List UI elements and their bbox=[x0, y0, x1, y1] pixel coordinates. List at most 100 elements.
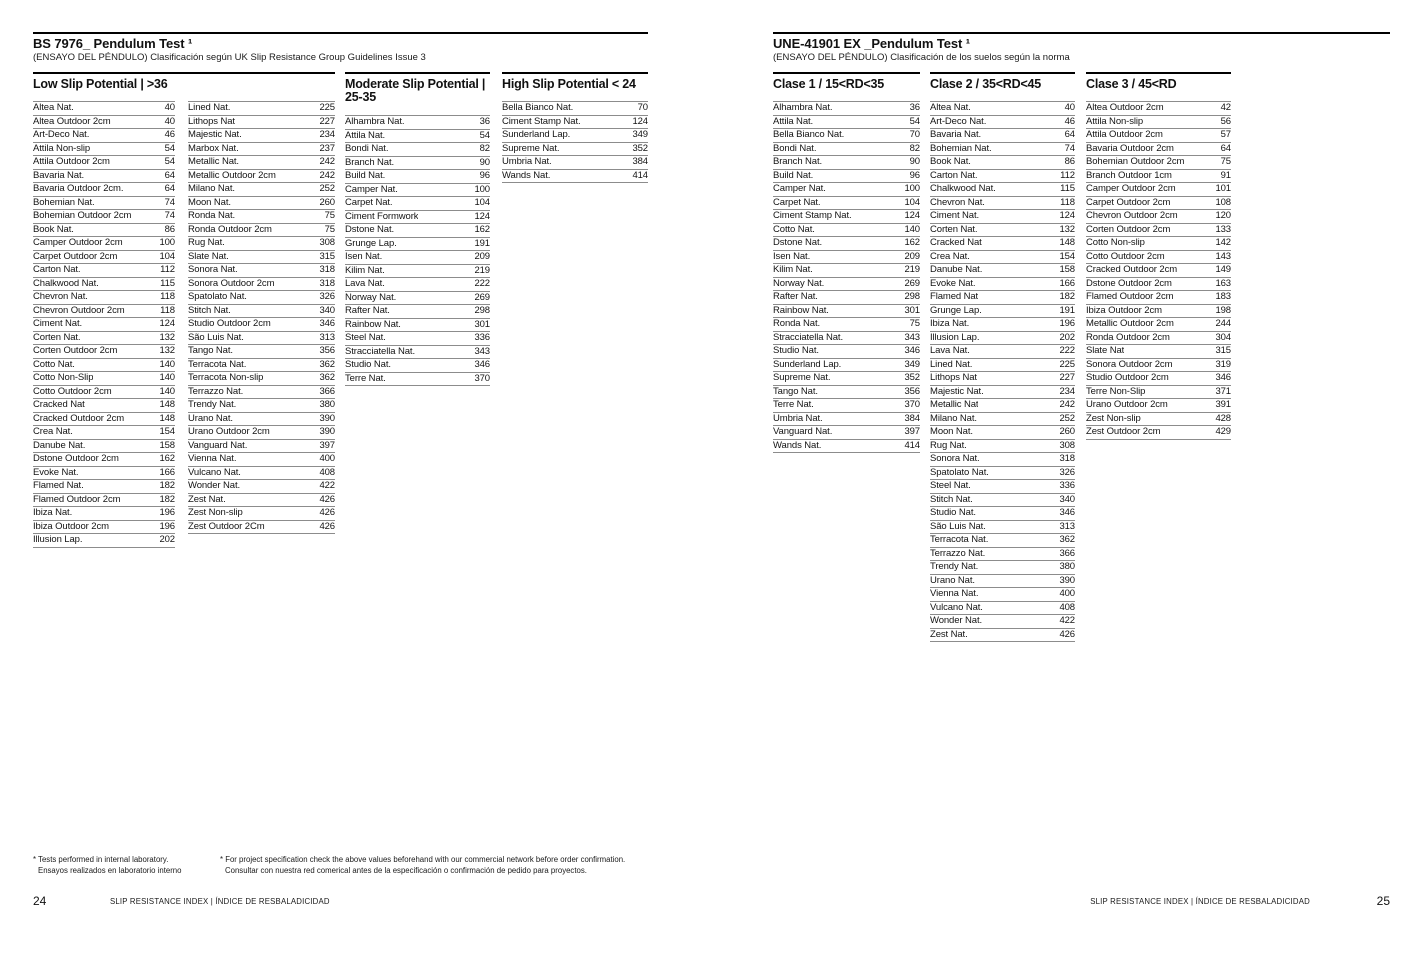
product-name: Vienna Nat. bbox=[930, 589, 979, 600]
table-row: Cracked Nat 148 bbox=[33, 399, 175, 413]
product-name: Isen Nat. bbox=[773, 251, 811, 262]
slip-value: 42 bbox=[1220, 102, 1231, 114]
slip-value: 46 bbox=[1064, 115, 1075, 127]
table-row: Corten Nat. 132 bbox=[33, 331, 175, 345]
product-name: Kilim Nat. bbox=[345, 265, 385, 276]
slip-value: 112 bbox=[160, 264, 175, 276]
table-row: Bohemian Nat. 74 bbox=[33, 197, 175, 210]
table-row: Chalkwood Nat. 115 bbox=[33, 278, 175, 291]
table-row: Moon Nat. 260 bbox=[188, 197, 335, 210]
table-row: Illusion Lap. 202 bbox=[930, 332, 1075, 345]
table-row: Wands Nat. 414 bbox=[502, 170, 648, 183]
product-name: Cracked Nat bbox=[33, 400, 85, 411]
product-name: Chevron Nat. bbox=[33, 292, 88, 303]
slip-value: 104 bbox=[474, 197, 490, 209]
slip-value: 426 bbox=[1059, 628, 1075, 640]
product-name: Lined Nat. bbox=[930, 359, 973, 370]
table-row: Flamed Outdoor 2cm 182 bbox=[33, 493, 175, 507]
product-name: Urano Outdoor 2cm bbox=[188, 427, 270, 438]
table-row: Norway Nat. 269 bbox=[345, 291, 490, 305]
slip-value: 64 bbox=[1064, 129, 1075, 141]
product-name: Bavaria Nat. bbox=[930, 130, 982, 141]
product-name: Studio Outdoor 2cm bbox=[188, 319, 271, 330]
product-name: Zest Outdoor 2cm bbox=[1086, 427, 1161, 438]
table-row: Carton Nat. 112 bbox=[930, 170, 1075, 183]
slip-value: 75 bbox=[909, 318, 920, 330]
table-row: Supreme Nat. 352 bbox=[502, 143, 648, 156]
slip-value: 269 bbox=[474, 291, 490, 303]
table-row: Urano Nat. 390 bbox=[188, 413, 335, 426]
slip-value: 362 bbox=[1059, 534, 1075, 546]
table-row: Branch Nat. 90 bbox=[773, 156, 920, 170]
slip-value: 202 bbox=[159, 534, 175, 546]
product-name: Terracota Non-slip bbox=[188, 373, 264, 384]
product-name: Book Nat. bbox=[33, 224, 74, 235]
product-name: Sonora Nat. bbox=[188, 265, 238, 276]
slip-value: 380 bbox=[319, 399, 335, 411]
table-row: Zest Outdoor 2Cm 426 bbox=[188, 521, 335, 534]
slip-value: 54 bbox=[164, 156, 175, 168]
product-name: Grunge Lap. bbox=[345, 238, 397, 249]
table-row: Lined Nat. 225 bbox=[188, 102, 335, 116]
product-name: Studio Nat. bbox=[345, 360, 391, 371]
product-name: Supreme Nat. bbox=[773, 373, 831, 384]
product-name: Sonora Nat. bbox=[930, 454, 980, 465]
table-clase3: Altea Outdoor 2cm 42 Attila Non-slip 56 Atti… bbox=[1086, 101, 1231, 440]
product-name: Zest Outdoor 2Cm bbox=[188, 521, 265, 532]
product-name: Branch Nat. bbox=[345, 157, 395, 168]
product-name: São Luis Nat. bbox=[930, 521, 986, 532]
table-row: Sonora Outdoor 2cm 319 bbox=[1086, 359, 1231, 372]
product-name: Chalkwood Nat. bbox=[33, 278, 99, 289]
table-row: Tango Nat. 356 bbox=[188, 345, 335, 359]
table-row: Bavaria Outdoor 2cm. 64 bbox=[33, 183, 175, 197]
product-name: Milano Nat. bbox=[188, 184, 235, 195]
slip-value: 182 bbox=[159, 493, 175, 505]
slip-value: 196 bbox=[159, 507, 175, 519]
slip-value: 346 bbox=[474, 359, 490, 371]
table-row: Ibiza Outdoor 2cm 196 bbox=[33, 520, 175, 534]
product-name: Cracked Nat bbox=[930, 238, 982, 249]
product-name: Lithops Nat bbox=[930, 373, 977, 384]
table-row: Wonder Nat. 422 bbox=[188, 480, 335, 494]
slip-value: 349 bbox=[904, 358, 920, 370]
slip-value: 343 bbox=[474, 345, 490, 357]
slip-value: 124 bbox=[159, 318, 175, 330]
product-name: Ciment Nat. bbox=[33, 319, 83, 330]
table-row: Carton Nat. 112 bbox=[33, 264, 175, 278]
product-name: Altea Outdoor 2cm bbox=[1086, 103, 1164, 114]
slip-value: 301 bbox=[474, 318, 490, 330]
slip-value: 227 bbox=[1059, 372, 1075, 384]
table-row: Lava Nat. 222 bbox=[930, 345, 1075, 359]
product-name: Stitch Nat. bbox=[930, 494, 973, 505]
table-row: Chevron Outdoor 2cm 118 bbox=[33, 305, 175, 318]
slip-value: 142 bbox=[1215, 237, 1231, 249]
slip-value: 298 bbox=[904, 291, 920, 303]
slip-value: 132 bbox=[159, 331, 175, 343]
table-row: Terre Non-Slip 371 bbox=[1086, 386, 1231, 399]
table-row: Zest Non-slip 428 bbox=[1086, 413, 1231, 426]
table-row: Kilim Nat. 219 bbox=[345, 265, 490, 278]
product-name: Flamed Nat. bbox=[33, 481, 84, 492]
table-row: Corten Outdoor 2cm 133 bbox=[1086, 224, 1231, 237]
slip-value: 196 bbox=[159, 520, 175, 532]
product-name: Build Nat. bbox=[773, 170, 814, 181]
product-name: Tango Nat. bbox=[188, 346, 233, 357]
product-name: Norway Nat. bbox=[345, 292, 397, 303]
table-row: Vulcano Nat. 408 bbox=[188, 467, 335, 480]
table-row: Stracciatella Nat. 343 bbox=[345, 345, 490, 359]
product-name: Tango Nat. bbox=[773, 386, 818, 397]
footer-label-right: SLIP RESISTANCE INDEX | ÍNDICE DE RESBAL… bbox=[1090, 897, 1310, 906]
slip-value: 390 bbox=[319, 426, 335, 438]
column-header-clase3-label: Clase 3 / 45<RD bbox=[1086, 77, 1177, 91]
table-row: Zest Nat. 426 bbox=[930, 628, 1075, 642]
table-row: Sunderland Lap. 349 bbox=[502, 129, 648, 143]
product-name: Flamed Outdoor 2cm bbox=[1086, 292, 1174, 303]
product-name: Ciment Nat. bbox=[930, 211, 980, 222]
product-name: Ibiza Outdoor 2cm bbox=[33, 521, 109, 532]
slip-value: 163 bbox=[1215, 277, 1231, 289]
product-name: Flamed Nat bbox=[930, 292, 979, 303]
slip-value: 162 bbox=[159, 453, 175, 465]
slip-value: 346 bbox=[319, 318, 335, 330]
product-name: Vanguard Nat. bbox=[188, 440, 248, 451]
table-row: Urano Nat. 390 bbox=[930, 575, 1075, 588]
